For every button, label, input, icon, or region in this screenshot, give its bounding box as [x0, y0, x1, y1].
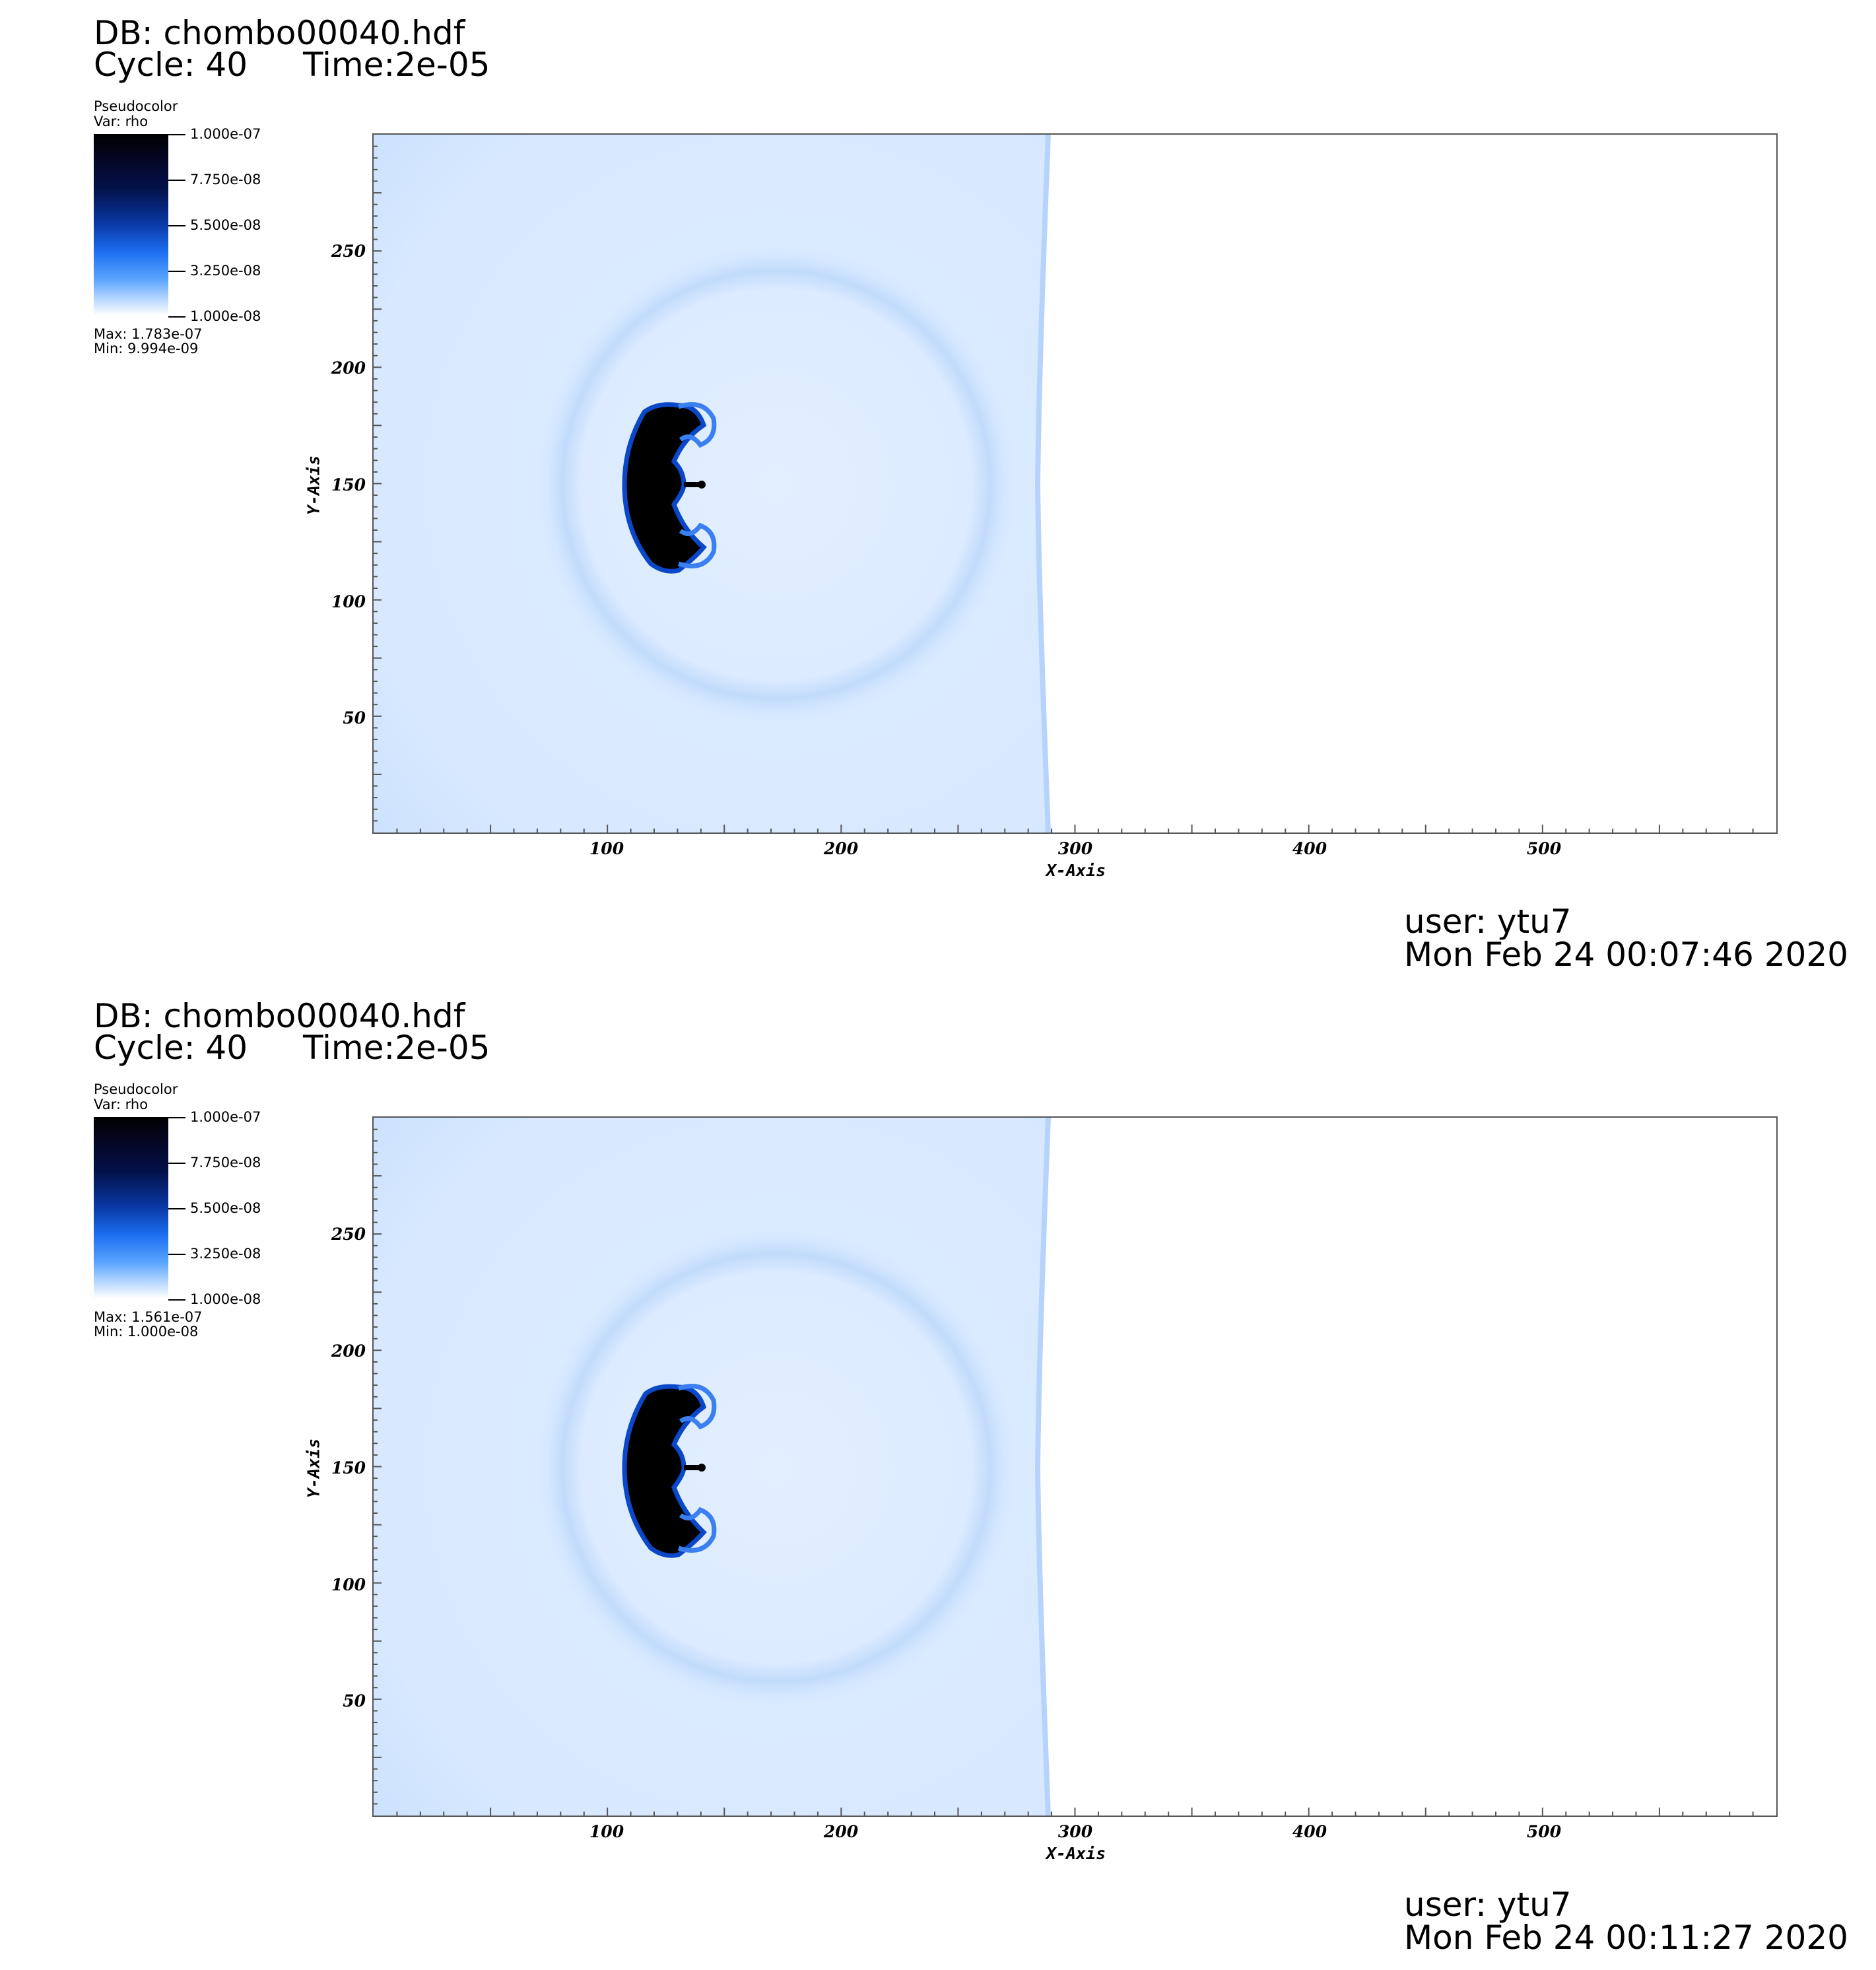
- dense-clump: [622, 1384, 717, 1558]
- x-tick-label: 500: [1526, 1822, 1562, 1841]
- y-tick-label: 150: [331, 475, 366, 494]
- legend-max: Max: 1.561e-07: [94, 1309, 203, 1325]
- shock-shell: [539, 247, 1014, 722]
- db-filename: DB: chombo00040.hdf: [94, 997, 465, 1035]
- colorbar-label: 3.250e-08: [190, 263, 261, 279]
- y-tick-label: 250: [331, 1225, 366, 1244]
- y-tick-label: 200: [331, 1342, 366, 1361]
- legend-max: Max: 1.783e-07: [94, 326, 203, 342]
- colorbar-tick: [168, 1254, 185, 1255]
- field-edge: [1034, 135, 1051, 832]
- density-field: [374, 135, 1754, 832]
- legend-title: Pseudocolor: [94, 1081, 178, 1097]
- time-label: Time:2e-05: [303, 1029, 490, 1067]
- legend-title: Pseudocolor: [94, 98, 178, 114]
- x-tick-label: 300: [1057, 1822, 1093, 1841]
- x-tick-label: 500: [1526, 839, 1562, 858]
- dense-clump: [622, 402, 717, 574]
- plot-area: [372, 133, 1778, 834]
- colorbar-label: 1.000e-08: [190, 308, 261, 324]
- y-tick-label: 100: [331, 1575, 366, 1594]
- x-tick-label: 200: [823, 839, 859, 858]
- y-tick-label: 200: [331, 358, 366, 378]
- visit-panel-1: DB: chombo00040.hdf Cycle: 40 Time:2e-05…: [0, 0, 1876, 984]
- timestamp: Mon Feb 24 00:11:27 2020: [1404, 1919, 1848, 1957]
- plot-area: [372, 1116, 1778, 1817]
- colorbar-label: 7.750e-08: [190, 172, 261, 187]
- legend-variable: Var: rho: [94, 1097, 149, 1112]
- x-tick-label: 100: [589, 1822, 624, 1841]
- axis-ticks: [374, 145, 1754, 832]
- colorbar-tick: [168, 1163, 185, 1164]
- colorbar-tick: [168, 134, 185, 135]
- colorbar: [94, 134, 168, 316]
- x-axis-title: X-Axis: [1046, 861, 1106, 880]
- colorbar-label: 7.750e-08: [190, 1155, 261, 1171]
- field-edge: [1034, 1118, 1051, 1816]
- colorbar-label: 5.500e-08: [190, 217, 261, 233]
- y-axis-title: Y-Axis: [304, 455, 323, 516]
- x-tick-label: 400: [1292, 839, 1327, 858]
- colorbar-label: 1.000e-08: [190, 1291, 261, 1307]
- colorbar-label: 1.000e-07: [190, 1109, 261, 1125]
- colorbar-tick: [168, 316, 185, 318]
- x-axis-title: X-Axis: [1046, 1844, 1106, 1863]
- legend-variable: Var: rho: [94, 114, 149, 129]
- time-label: Time:2e-05: [303, 46, 490, 84]
- x-tick-label: 100: [589, 839, 624, 858]
- x-tick-label: 400: [1292, 1822, 1327, 1841]
- db-filename: DB: chombo00040.hdf: [94, 14, 465, 52]
- colorbar-tick: [168, 1208, 185, 1209]
- cycle-label: Cycle: 40: [94, 1029, 248, 1067]
- y-axis-title: Y-Axis: [304, 1438, 323, 1499]
- colorbar-label: 1.000e-07: [190, 126, 261, 142]
- colorbar-tick: [168, 271, 185, 272]
- user-label: user: ytu7: [1404, 1885, 1572, 1924]
- colorbar-tick: [168, 1299, 185, 1301]
- colorbar-label: 3.250e-08: [190, 1246, 261, 1262]
- colorbar-tick: [168, 180, 185, 181]
- colorbar-tick: [168, 1117, 185, 1118]
- y-tick-label: 150: [331, 1458, 366, 1478]
- legend-min: Min: 9.994e-09: [94, 341, 199, 357]
- legend-min: Min: 1.000e-08: [94, 1324, 199, 1340]
- x-tick-label: 300: [1057, 839, 1093, 858]
- visit-panel-2: DB: chombo00040.hdf Cycle: 40 Time:2e-05…: [0, 983, 1876, 1967]
- density-field: [374, 1118, 1754, 1816]
- timestamp: Mon Feb 24 00:07:46 2020: [1404, 935, 1848, 974]
- colorbar-tick: [168, 225, 185, 226]
- y-tick-label: 250: [331, 242, 366, 261]
- cycle-label: Cycle: 40: [94, 46, 248, 84]
- y-tick-label: 50: [343, 708, 366, 728]
- x-tick-label: 200: [823, 1822, 859, 1841]
- colorbar: [94, 1117, 168, 1299]
- user-label: user: ytu7: [1404, 902, 1572, 941]
- y-tick-label: 50: [343, 1691, 366, 1711]
- y-tick-label: 100: [331, 592, 366, 611]
- axis-ticks: [374, 1128, 1754, 1816]
- shock-shell: [539, 1230, 1014, 1705]
- colorbar-label: 5.500e-08: [190, 1200, 261, 1216]
